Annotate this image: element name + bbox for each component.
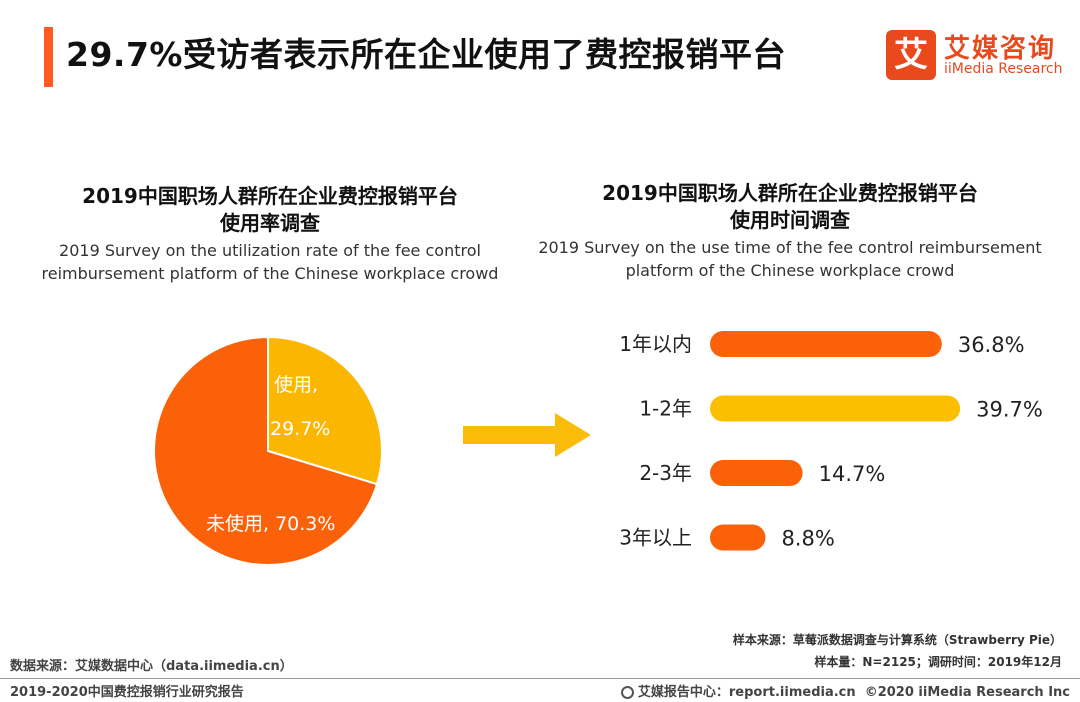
pie-value-used: 29.7% (270, 418, 330, 440)
report-name: 2019-2020中国费控报销行业研究报告 (10, 685, 244, 700)
pie-label-unused: 未使用, 70.3% (206, 513, 335, 535)
page-title: 29.7%受访者表示所在企业使用了费控报销平台 (66, 35, 786, 74)
right-arrow-icon (463, 413, 591, 457)
bar-2 (710, 460, 803, 486)
bar-category-label: 1年以内 (619, 332, 692, 356)
bar-value-label: 14.7% (819, 462, 886, 486)
bar-1 (710, 395, 961, 422)
bar-title-line1: 2019中国职场人群所在企业费控报销平台 (602, 181, 978, 205)
report-site: 艾媒报告中心：report.iimedia.cn (637, 685, 856, 700)
bar-chart-heading: 2019中国职场人群所在企业费控报销平台 使用时间调查 2019 Survey … (520, 180, 1060, 282)
data-source-note: 数据来源：艾媒数据中心（data.iimedia.cn） (10, 659, 293, 674)
logo-en-text: iiMedia Research (944, 61, 1063, 77)
pie-label-used: 使用, (274, 374, 318, 396)
sample-size-note: 样本量：N=2125；调研时间：2019年12月 (814, 655, 1062, 669)
bar-value-label: 8.8% (781, 527, 834, 551)
footer-credits: 艾媒报告中心：report.iimedia.cn ©2020 iiMedia R… (620, 681, 1070, 700)
logo-mark-icon: 艾 (886, 30, 936, 80)
pie-title-line1: 2019中国职场人群所在企业费控报销平台 (82, 184, 458, 208)
pie-slice-0 (267, 335, 383, 486)
pie-subtitle-line2: reimbursement platform of the Chinese wo… (41, 264, 499, 283)
footer-divider (0, 678, 1080, 679)
pie-subtitle-line1: 2019 Survey on the utilization rate of t… (59, 241, 481, 260)
bar-category-label: 1-2年 (639, 397, 692, 421)
bar-value-label: 39.7% (976, 398, 1043, 422)
bar-0 (710, 331, 942, 357)
pie-chart-heading: 2019中国职场人群所在企业费控报销平台 使用率调查 2019 Survey o… (10, 183, 530, 285)
bar-3 (710, 524, 766, 551)
pie-title-line2: 使用率调查 (220, 211, 320, 235)
title-accent-bar (44, 27, 53, 87)
bar-category-label: 3年以上 (619, 526, 692, 550)
usage-pie-chart: 使用, 29.7% 未使用, 70.3% (153, 335, 383, 566)
logo-cn-text: 艾媒咨询 (944, 34, 1057, 64)
bar-title-line2: 使用时间调查 (730, 208, 850, 232)
usage-time-bar-chart: 1年以内 36.8% 1-2年 39.7% 2-3年 14.7% 3年以上 8.8% (619, 331, 1043, 551)
iimedia-logo: 艾 艾媒咨询 iiMedia Research (886, 30, 1066, 82)
pie-slice-1 (153, 335, 379, 566)
bar-subtitle-line1: 2019 Survey on the use time of the fee c… (538, 238, 1042, 257)
sample-source-note: 样本来源：草莓派数据调查与计算系统（Strawberry Pie） (732, 633, 1062, 647)
bar-value-label: 36.8% (958, 333, 1025, 357)
globe-icon (620, 686, 634, 699)
bar-category-label: 2-3年 (639, 461, 692, 485)
copyright: ©2020 iiMedia Research Inc (864, 685, 1070, 700)
bar-subtitle-line2: platform of the Chinese workplace crowd (625, 261, 955, 280)
